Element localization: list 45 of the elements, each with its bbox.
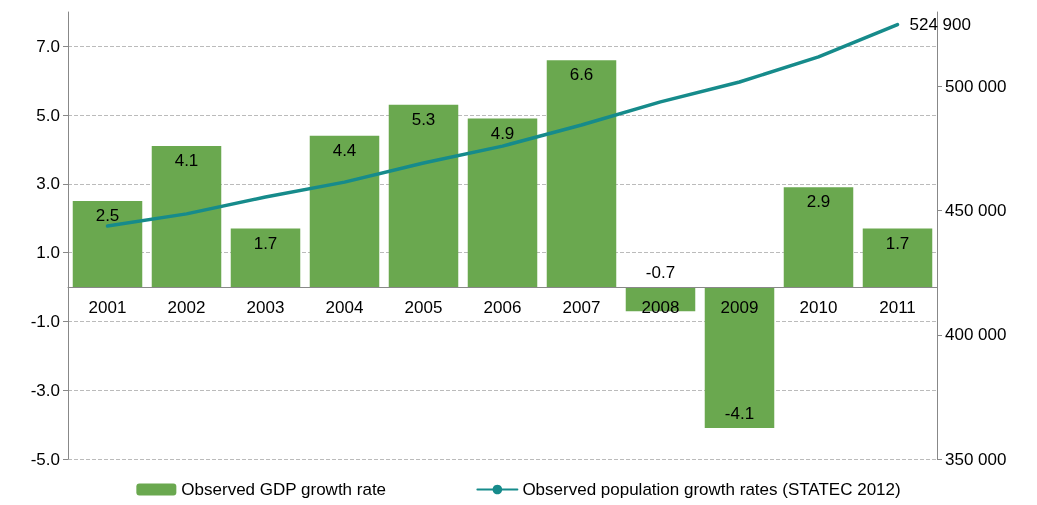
x-tick-label: 2001 xyxy=(88,298,127,318)
data-label: 4.9 xyxy=(490,123,515,143)
bar xyxy=(546,60,617,288)
bar xyxy=(783,187,854,288)
data-label: 4.1 xyxy=(174,151,199,171)
bar xyxy=(388,104,459,288)
x-tick-label: 2010 xyxy=(799,298,838,318)
bar xyxy=(862,228,933,288)
y-tick-label: -3.0 xyxy=(30,380,60,400)
x-tick-label: 2003 xyxy=(246,298,285,318)
bar xyxy=(467,118,538,288)
data-label: 5.3 xyxy=(411,109,436,129)
y-tick-label: 1.0 xyxy=(36,243,60,263)
data-label: 6.6 xyxy=(569,65,594,85)
data-label: -4.1 xyxy=(724,404,755,424)
data-label: 524 900 xyxy=(909,15,971,35)
y-tick-label: 3.0 xyxy=(36,174,60,194)
y2-tick-label: 400 000 xyxy=(945,325,1007,345)
x-tick-label: 2011 xyxy=(879,298,916,318)
y-tick-label: -5.0 xyxy=(30,449,60,469)
y-tick-label: 7.0 xyxy=(36,36,60,56)
x-tick-label: 2004 xyxy=(325,298,364,318)
x-tick-label: 2009 xyxy=(720,298,759,318)
data-label: 2.5 xyxy=(95,206,120,226)
bar xyxy=(704,287,775,429)
y2-tick-label: 500 000 xyxy=(945,77,1007,96)
bar xyxy=(309,135,380,288)
data-label: 1.7 xyxy=(885,233,910,253)
data-label: 2.9 xyxy=(806,192,831,212)
y-tick-label: 5.0 xyxy=(36,105,60,125)
x-tick-label: 2007 xyxy=(562,298,601,318)
y2-tick-label: 450 000 xyxy=(945,201,1007,221)
x-tick-label: 2006 xyxy=(483,298,522,318)
y-tick-label: -1.0 xyxy=(30,311,60,331)
legend-label: Observed GDP growth rate xyxy=(181,480,387,499)
y2-tick-label: 350 000 xyxy=(945,449,1007,469)
x-tick-label: 2002 xyxy=(167,298,206,318)
bar xyxy=(230,228,301,288)
bar xyxy=(72,201,143,288)
bar xyxy=(151,146,222,288)
data-label: 4.4 xyxy=(332,140,357,160)
data-label: -0.7 xyxy=(645,263,676,283)
x-tick-label: 2005 xyxy=(404,298,443,318)
legend-label: Observed population growth rates (STATEC 2012) xyxy=(522,480,901,499)
data-label: 1.7 xyxy=(253,233,278,253)
